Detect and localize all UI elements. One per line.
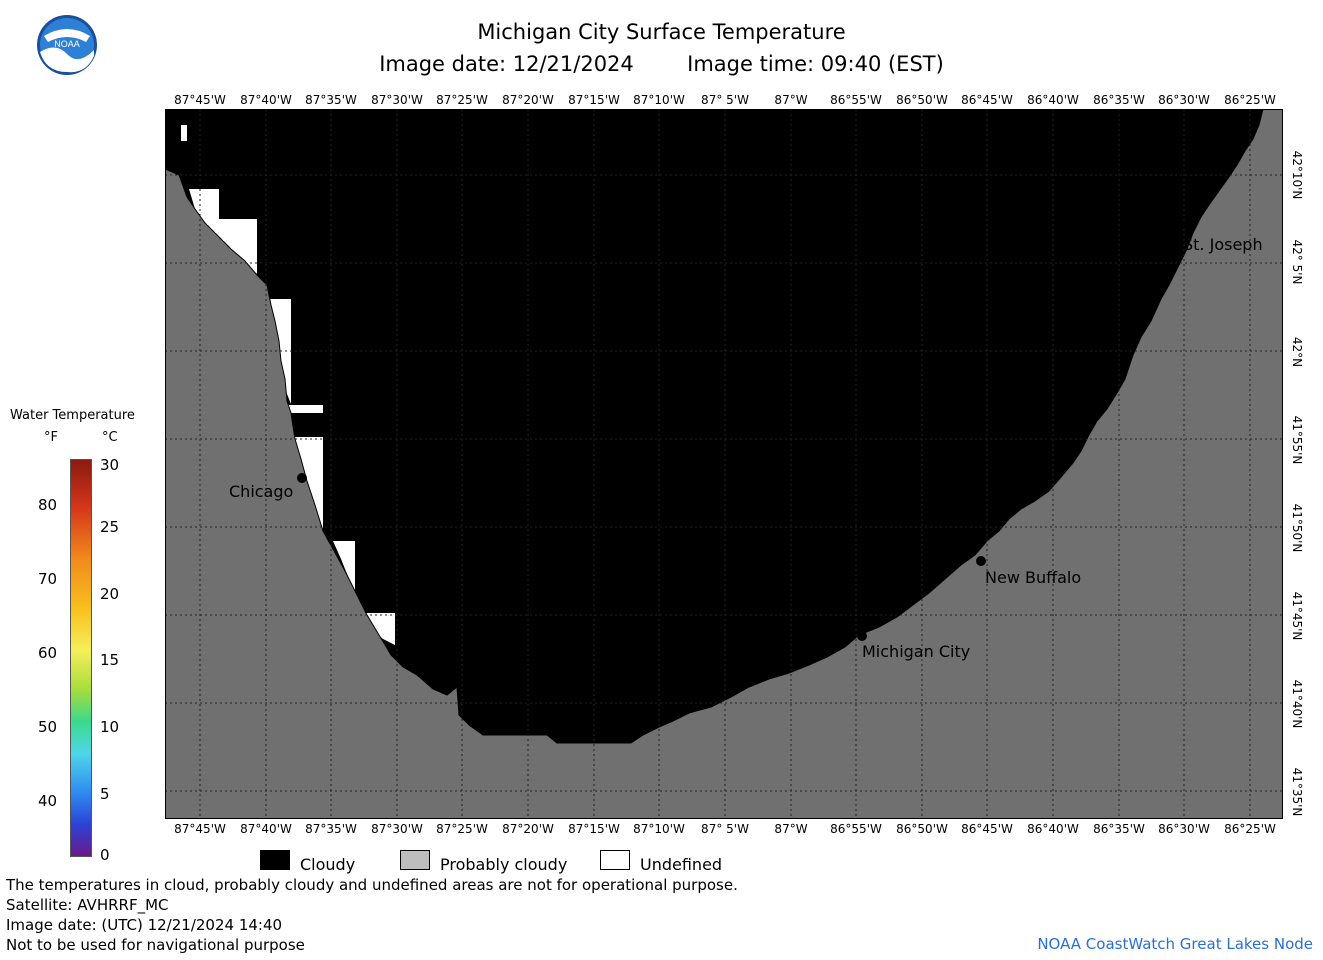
f-tick: 40 xyxy=(38,792,58,810)
lon-label: 87°25'W xyxy=(436,822,488,836)
map-frame xyxy=(165,109,1283,819)
lat-label: 41°55'N xyxy=(1290,416,1304,465)
lat-label: 41°45'N xyxy=(1290,592,1304,641)
lon-label: 87°30'W xyxy=(371,93,423,107)
city-marker-st-joseph xyxy=(1183,219,1191,227)
lon-label: 86°25'W xyxy=(1224,822,1276,836)
f-tick: 50 xyxy=(38,718,58,736)
c-tick: 30 xyxy=(100,456,120,474)
unit-f: °F xyxy=(44,430,58,445)
lon-label: 86°35'W xyxy=(1093,822,1145,836)
lon-label: 87°40'W xyxy=(240,93,292,107)
image-time: Image time: 09:40 (EST) xyxy=(687,52,944,76)
lat-label: 42° 5'N xyxy=(1290,240,1304,285)
key-cloudy-swatch xyxy=(260,850,290,870)
legend-title: Water Temperature xyxy=(10,408,135,423)
city-marker-new-buffalo xyxy=(976,556,986,566)
lon-label: 87°W xyxy=(774,822,808,836)
c-tick: 5 xyxy=(100,785,110,803)
c-tick: 25 xyxy=(100,518,120,536)
lon-label: 86°55'W xyxy=(830,93,882,107)
page-title: Michigan City Surface Temperature xyxy=(477,20,846,44)
image-date: Image date: 12/21/2024 xyxy=(379,52,634,76)
noaa-logo: NOAA xyxy=(36,14,98,76)
lon-label: 87° 5'W xyxy=(701,93,749,107)
lon-label: 87°30'W xyxy=(371,822,423,836)
city-marker-michigan-city xyxy=(857,631,867,641)
lon-label: 86°40'W xyxy=(1027,822,1079,836)
lat-label: 41°50'N xyxy=(1290,504,1304,553)
lon-label: 87° 5'W xyxy=(701,822,749,836)
footer-utc-date: Image date: (UTC) 12/21/2024 14:40 xyxy=(6,916,283,934)
lon-label: 87°10'W xyxy=(633,93,685,107)
key-undefined-swatch xyxy=(600,850,630,870)
graticule xyxy=(165,109,1283,819)
lon-label: 86°30'W xyxy=(1158,93,1210,107)
land-area xyxy=(165,109,1283,819)
f-tick: 80 xyxy=(38,496,58,514)
f-tick: 60 xyxy=(38,644,58,662)
lon-label: 87°40'W xyxy=(240,822,292,836)
city-label-st-joseph: St. Joseph xyxy=(1183,235,1263,254)
lon-label: 87°10'W xyxy=(633,822,685,836)
key-cloudy-label: Cloudy xyxy=(300,855,356,874)
lon-label: 87°15'W xyxy=(568,822,620,836)
lon-label: 87°35'W xyxy=(305,822,357,836)
lon-label: 86°55'W xyxy=(830,822,882,836)
lon-label: 86°45'W xyxy=(961,822,1013,836)
lon-label: 87°45'W xyxy=(174,93,226,107)
logo-text: NOAA xyxy=(54,39,80,49)
f-tick: 70 xyxy=(38,570,58,588)
map-canvas: Chicago St. Joseph New Buffalo Michigan … xyxy=(165,109,1283,819)
lon-label: 86°40'W xyxy=(1027,93,1079,107)
lon-label: 87°15'W xyxy=(568,93,620,107)
temperature-colorbar xyxy=(70,459,92,857)
key-probably-cloudy-swatch xyxy=(400,850,430,870)
city-marker-chicago xyxy=(297,473,307,483)
c-tick: 0 xyxy=(100,846,110,864)
lon-label: 87°W xyxy=(774,93,808,107)
lon-label: 86°50'W xyxy=(896,822,948,836)
lon-label: 87°45'W xyxy=(174,822,226,836)
unit-c: °C xyxy=(102,430,118,445)
city-label-michigan-city: Michigan City xyxy=(862,642,970,661)
lon-label: 86°35'W xyxy=(1093,93,1145,107)
key-undefined-label: Undefined xyxy=(640,855,723,874)
lon-label: 86°30'W xyxy=(1158,822,1210,836)
lon-label: 87°20'W xyxy=(502,822,554,836)
footer-credit: NOAA CoastWatch Great Lakes Node xyxy=(1037,935,1313,953)
lat-label: 41°40'N xyxy=(1290,680,1304,729)
city-label-new-buffalo: New Buffalo xyxy=(985,568,1081,587)
lon-label: 86°25'W xyxy=(1224,93,1276,107)
lat-label: 42°N xyxy=(1290,337,1304,367)
lon-label: 87°35'W xyxy=(305,93,357,107)
footer-satellite: Satellite: AVHRRF_MC xyxy=(6,896,169,914)
footer-navigation-note: Not to be used for navigational purpose xyxy=(6,936,305,954)
lon-label: 86°50'W xyxy=(896,93,948,107)
c-tick: 15 xyxy=(100,651,120,669)
city-label-chicago: Chicago xyxy=(229,482,293,501)
lon-label: 86°45'W xyxy=(961,93,1013,107)
lat-label: 42°10'N xyxy=(1290,151,1304,200)
c-tick: 20 xyxy=(100,585,120,603)
lat-label: 41°35'N xyxy=(1290,768,1304,817)
key-probably-cloudy-label: Probably cloudy xyxy=(440,855,568,874)
image-datetime: Image date: 12/21/2024 Image time: 09:40… xyxy=(0,52,1323,76)
lon-label: 87°25'W xyxy=(436,93,488,107)
footer-disclaimer: The temperatures in cloud, probably clou… xyxy=(6,876,738,894)
c-tick: 10 xyxy=(100,718,120,736)
lon-label: 87°20'W xyxy=(502,93,554,107)
